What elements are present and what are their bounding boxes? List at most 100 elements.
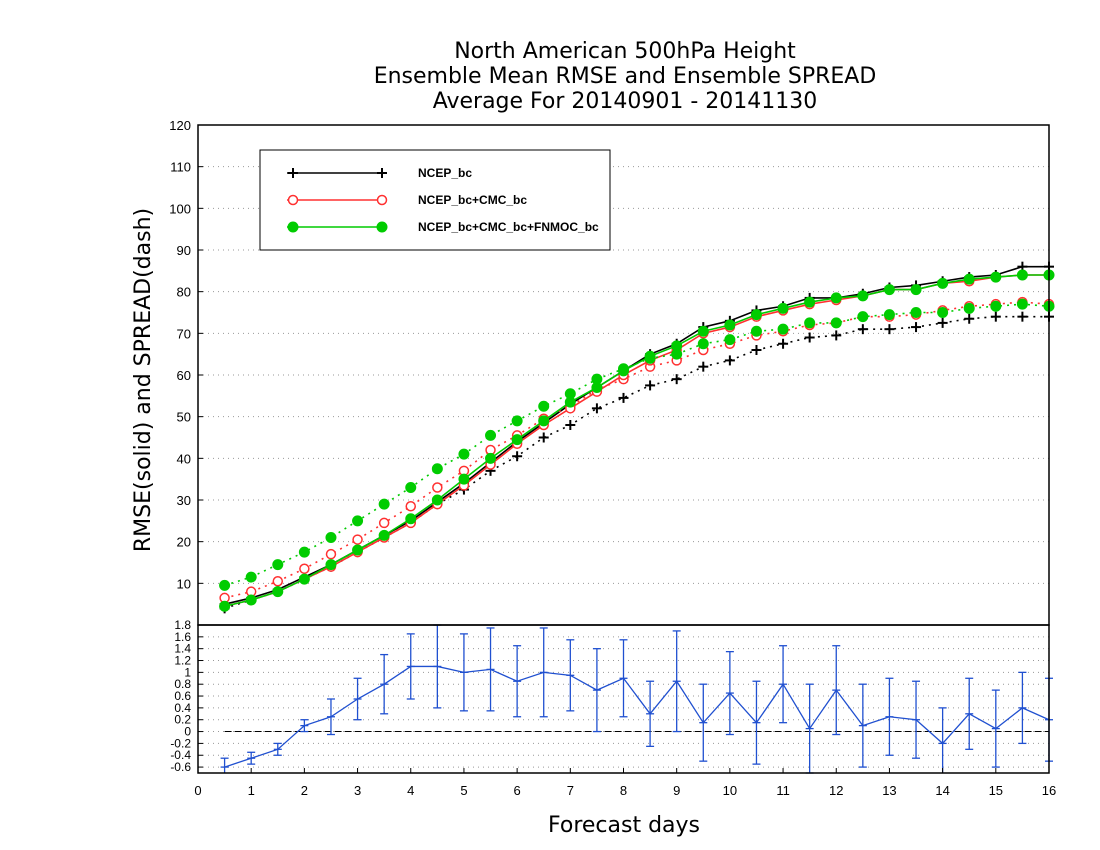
legend-entry: NCEP_bc [287,166,472,180]
error-bar [779,645,788,724]
error-bar [805,683,814,774]
data-point [287,221,299,233]
data-point [1016,269,1028,281]
data-point [618,392,629,403]
y-tick-label: 1 [184,665,191,679]
x-tick-label: 0 [194,783,201,798]
upper-y-ticks: 10 20 30 40 50 60 70 80 90 100 110 120 [169,118,203,591]
y-tick-label: 50 [177,410,191,425]
data-point [1016,298,1028,310]
y-tick-label: 30 [177,493,191,508]
data-point [1017,311,1028,322]
data-point [511,434,523,446]
x-tick-label: 13 [882,783,896,798]
error-bar [513,645,522,718]
data-point [883,309,895,321]
legend-label: NCEP_bc+CMC_bc [418,193,527,207]
data-point [777,302,789,314]
x-ticks: 0 1 2 3 4 5 6 7 8 9 10 11 12 13 14 15 16 [194,768,1056,798]
y-tick-label: 20 [177,535,191,550]
y-tick-label: 0.4 [174,701,191,715]
data-point [911,322,922,333]
data-point [671,374,682,385]
data-point [910,307,922,318]
data-point [750,309,762,321]
data-point [219,579,231,591]
error-bar [406,633,415,700]
data-point [405,501,416,512]
data-point [376,221,388,233]
data-point [990,271,1002,283]
error-bar [646,680,655,748]
data-point [565,420,576,430]
data-point [964,313,975,324]
y-tick-label: 1.6 [174,630,191,644]
data-point [298,546,310,558]
data-point [378,517,390,529]
data-point [458,448,470,460]
data-point [724,355,735,366]
error-bar [247,751,256,765]
error-bar [566,639,575,712]
error-bar [273,742,282,756]
legend-entry: NCEP_bc+CMC_bc [287,193,527,207]
data-point [804,317,816,329]
data-point [325,532,337,543]
data-point [219,600,231,612]
error-bar [459,633,468,712]
x-tick-label: 15 [989,783,1003,798]
y-tick-label: 80 [177,285,191,300]
data-point [804,296,816,308]
data-point [431,463,443,475]
x-axis-label: Forecast days [548,813,700,838]
data-point [697,325,709,337]
data-point [857,290,869,302]
error-bar [672,630,681,733]
chart-title-line: Ensemble Mean RMSE and Ensemble SPREAD [374,64,877,89]
data-point [272,586,284,598]
data-point [804,332,815,343]
data-point [511,415,523,427]
y-tick-label: 0.2 [174,713,191,727]
data-point [990,311,1001,322]
data-point [777,323,789,335]
x-tick-label: 12 [829,783,843,798]
upper-series-group [219,261,1055,614]
data-point [990,300,1002,312]
x-tick-label: 14 [935,783,949,798]
data-point [963,273,975,285]
error-bar [885,677,894,756]
data-point [352,544,364,556]
data-point [512,451,523,462]
error-bar [965,677,974,750]
data-point [485,429,497,441]
error-bar [699,683,708,762]
legend-entry: NCEP_bc+CMC_bc+FNMOC_bc [287,220,599,234]
error-bar [300,719,309,733]
data-point [697,338,709,350]
y-tick-label: 70 [177,326,191,341]
data-point [272,576,284,587]
series-spread-line [224,303,1050,587]
data-point [857,311,869,323]
x-tick-label: 4 [407,783,414,798]
data-point [272,559,284,571]
data-point [937,307,949,318]
error-bar [938,707,947,773]
legend: NCEP_bc NCEP_bc+CMC_bc NCEP_bc+CMC_bc+FNMO… [259,149,611,251]
data-point [325,548,337,560]
data-point [724,334,736,346]
x-tick-label: 1 [248,783,255,798]
error-bar [991,689,1000,768]
error-bar [752,680,761,765]
data-point [377,168,387,178]
data-point [698,361,709,372]
x-tick-label: 10 [723,783,737,798]
y-tick-label: -0.2 [170,736,191,750]
error-bar [486,627,495,712]
data-point [910,284,922,296]
y-tick-label: 40 [177,451,191,466]
y-tick-label: 60 [177,368,191,383]
difference-line [224,665,1050,768]
